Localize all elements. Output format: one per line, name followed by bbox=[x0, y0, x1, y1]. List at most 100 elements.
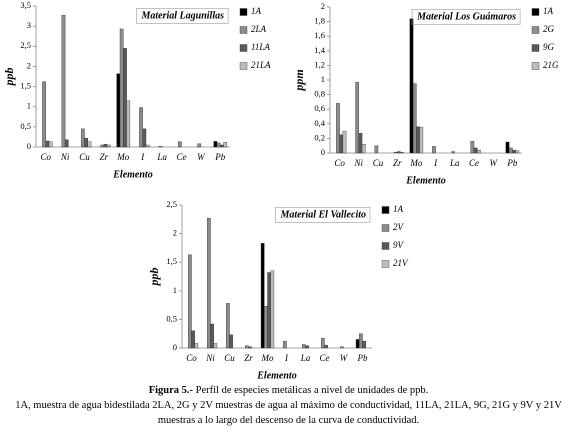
bar bbox=[508, 147, 513, 154]
bar bbox=[103, 143, 108, 148]
legend-swatch bbox=[531, 44, 540, 52]
x-tick-label: W bbox=[489, 158, 498, 168]
y-tick-label: 1 bbox=[173, 285, 177, 295]
caption: Figura 5.- Perfil de especies metálicas … bbox=[0, 383, 577, 428]
bar bbox=[194, 343, 199, 349]
y-tick-label: 2,5 bbox=[20, 40, 31, 50]
x-tick-label: I bbox=[140, 152, 145, 162]
caption-line: muestras a lo largo del descenso de la c… bbox=[157, 415, 420, 426]
y-tick-label: 0,6 bbox=[314, 103, 325, 113]
y-tick-label: 0 bbox=[321, 147, 325, 157]
bar bbox=[142, 128, 147, 148]
x-tick-label: W bbox=[340, 353, 349, 363]
bar bbox=[213, 343, 218, 349]
y-tick-label: 2 bbox=[27, 60, 31, 70]
bar bbox=[515, 150, 520, 154]
x-tick-label: W bbox=[197, 152, 206, 162]
bar bbox=[260, 243, 265, 349]
bar bbox=[374, 145, 379, 154]
bar bbox=[84, 137, 88, 148]
y-tick-label: 1,5 bbox=[20, 81, 31, 91]
x-tick-label: Cu bbox=[224, 353, 235, 363]
bar bbox=[145, 144, 150, 148]
bar bbox=[116, 73, 121, 148]
bar bbox=[505, 141, 510, 154]
x-tick-label: Pb bbox=[357, 353, 368, 363]
legend-swatch bbox=[239, 44, 248, 52]
x-tick-label: Ni bbox=[205, 353, 215, 363]
y-tick-label: 0 bbox=[27, 141, 31, 151]
y-tick-label: 1,2 bbox=[314, 59, 325, 69]
y-tick-label: 0,4 bbox=[314, 118, 325, 128]
x-tick-label: Ce bbox=[469, 158, 479, 168]
bar bbox=[412, 83, 417, 154]
legend-swatch bbox=[531, 62, 540, 70]
y-axis-label: ppb bbox=[2, 68, 16, 87]
y-tick-label: 1,6 bbox=[314, 30, 325, 40]
y-axis-label: ppb bbox=[147, 268, 161, 287]
y-tick-label: 1 bbox=[321, 74, 325, 84]
x-tick-label: Zr bbox=[393, 158, 402, 168]
y-tick-label: 3 bbox=[27, 20, 31, 30]
x-tick-label: Ni bbox=[354, 158, 364, 168]
bar bbox=[342, 130, 347, 154]
bar bbox=[139, 107, 143, 148]
title-frame bbox=[275, 206, 371, 223]
x-tick-label: I bbox=[284, 353, 289, 363]
chart-title: Material Los Guámaros bbox=[416, 11, 516, 22]
bar bbox=[210, 323, 214, 349]
y-tick-label: 2 bbox=[173, 228, 177, 238]
bar bbox=[302, 344, 306, 349]
legend-swatch bbox=[531, 26, 540, 34]
caption-heading: Figura 5.- Perfil de especies metálicas … bbox=[0, 383, 577, 398]
bar bbox=[100, 144, 105, 148]
bar bbox=[223, 141, 228, 148]
x-tick-label: La bbox=[449, 158, 460, 168]
x-tick-label: Co bbox=[334, 158, 345, 168]
y-tick-label: 1,4 bbox=[314, 45, 325, 55]
legend-swatch bbox=[239, 8, 248, 16]
bar bbox=[470, 141, 475, 154]
legend-label: 1A bbox=[251, 6, 262, 16]
x-axis-label: Elemento bbox=[405, 175, 445, 186]
legend-label: 9G bbox=[543, 42, 555, 52]
bar bbox=[178, 141, 182, 148]
x-tick-label: Co bbox=[186, 353, 197, 363]
bar bbox=[64, 139, 69, 148]
bar bbox=[188, 254, 192, 349]
bar bbox=[123, 48, 127, 148]
legend-label: 2G bbox=[543, 24, 555, 34]
bar bbox=[220, 144, 224, 148]
legend-swatch bbox=[239, 26, 248, 34]
y-tick-label: 0,5 bbox=[20, 121, 31, 131]
x-tick-label: Pb bbox=[506, 158, 517, 168]
bar bbox=[397, 151, 401, 154]
caption-title: Perfil de especies metálicas a nivel de … bbox=[195, 385, 429, 396]
bar bbox=[61, 15, 66, 148]
chart-title: Material Lagunillas bbox=[140, 10, 224, 21]
legend-label: 2V bbox=[393, 222, 405, 232]
bar bbox=[48, 141, 53, 148]
x-axis-label: Elemento bbox=[112, 169, 152, 180]
bar bbox=[473, 147, 478, 154]
bar bbox=[42, 81, 46, 148]
x-tick-label: Cu bbox=[79, 152, 90, 162]
x-tick-label: Zr bbox=[100, 152, 109, 162]
y-tick-label: 2,5 bbox=[166, 199, 177, 209]
x-tick-label: Co bbox=[40, 152, 51, 162]
legend-swatch bbox=[239, 62, 248, 70]
bar bbox=[191, 330, 195, 349]
bar bbox=[416, 126, 420, 154]
bar bbox=[119, 28, 124, 148]
bar bbox=[158, 145, 163, 148]
bar bbox=[324, 344, 328, 349]
bar bbox=[213, 141, 218, 148]
legend-swatch bbox=[381, 206, 390, 214]
x-tick-label: Zr bbox=[244, 353, 253, 363]
title-frame bbox=[136, 7, 229, 24]
bar bbox=[432, 146, 436, 154]
x-tick-label: Pb bbox=[214, 152, 225, 162]
bar bbox=[400, 152, 404, 154]
bar bbox=[283, 340, 287, 349]
